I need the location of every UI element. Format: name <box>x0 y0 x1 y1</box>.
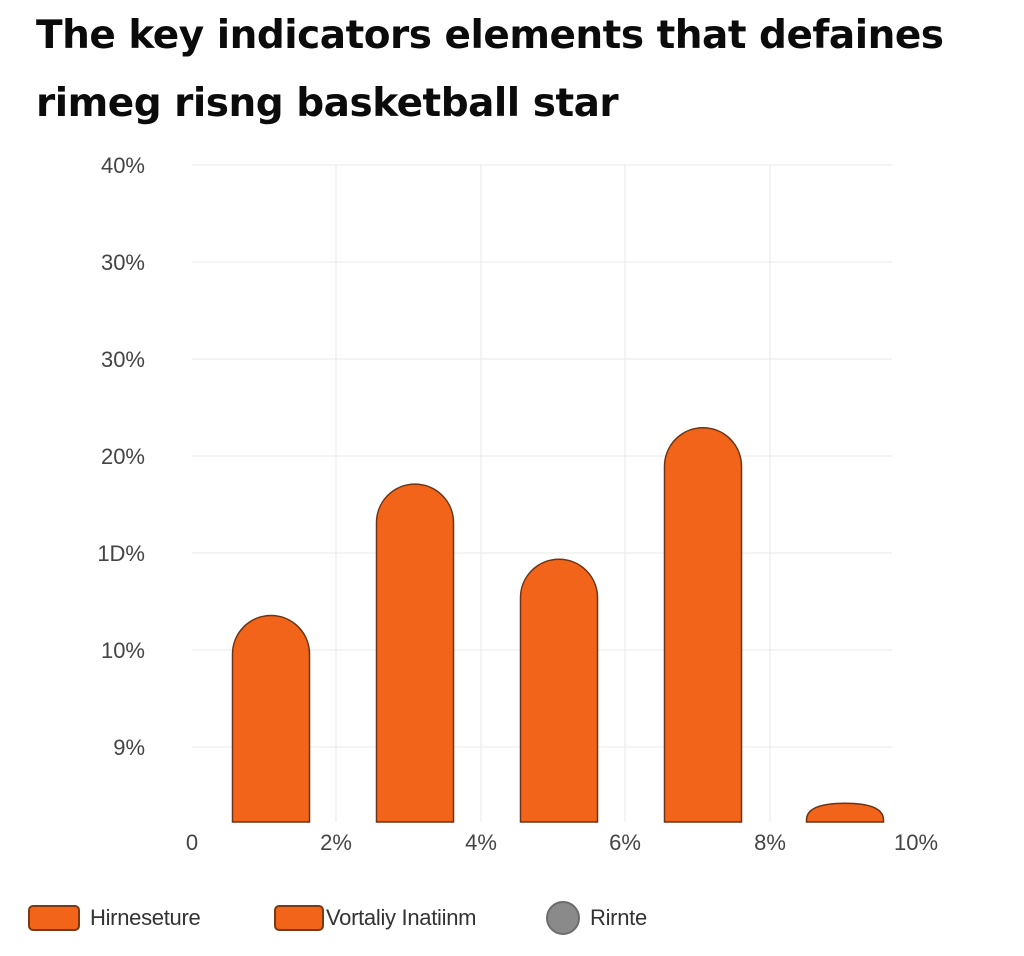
x-tick-label: 6% <box>609 830 641 855</box>
y-tick-label: 30% <box>101 250 145 275</box>
x-tick-label: 10% <box>894 830 938 855</box>
y-tick-label: 40% <box>101 153 145 178</box>
chart-title: The key indicators elements that defaine… <box>36 2 996 138</box>
legend-swatch-pin <box>274 905 324 931</box>
legend-item-rirnte[interactable]: Rirnte <box>546 901 647 935</box>
legend-label: Rirnte <box>590 905 647 930</box>
legend-item-hirneseture[interactable]: Hirneseture <box>28 905 201 931</box>
title-line-2: rimeg risng basketball star <box>36 81 619 126</box>
x-tick-label: 4% <box>465 830 497 855</box>
legend-label: Vortaliy Inatiinm <box>326 905 477 930</box>
title-line-1: The key indicators elements that defaine… <box>36 13 944 58</box>
legend-label: Hirneseture <box>90 905 201 930</box>
y-tick-label: 30% <box>101 347 145 372</box>
y-tick-label: 9% <box>113 735 145 760</box>
bar-chart: 40% 30% 30% 20% 1D% 10% 9% 0 2% 4% 6% 8% 10% <box>97 153 938 855</box>
bar <box>663 427 743 823</box>
y-tick-label: 1D% <box>97 541 145 566</box>
legend-circle-gray <box>546 901 580 935</box>
x-tick-label: 0 <box>186 830 198 855</box>
bar <box>231 614 311 823</box>
legend: Hirneseture Vortaliy Inatiinm Rirnte <box>0 895 1024 955</box>
x-tick-label: 2% <box>320 830 352 855</box>
x-tick-label: 8% <box>754 830 786 855</box>
bar <box>375 483 455 823</box>
legend-item-vortaliy[interactable]: Vortaliy Inatiinm <box>274 905 477 931</box>
y-tick-label: 10% <box>101 638 145 663</box>
bar <box>519 558 599 823</box>
legend-swatch-orange <box>28 905 80 931</box>
y-tick-label: 20% <box>101 444 145 469</box>
bar <box>805 802 885 823</box>
